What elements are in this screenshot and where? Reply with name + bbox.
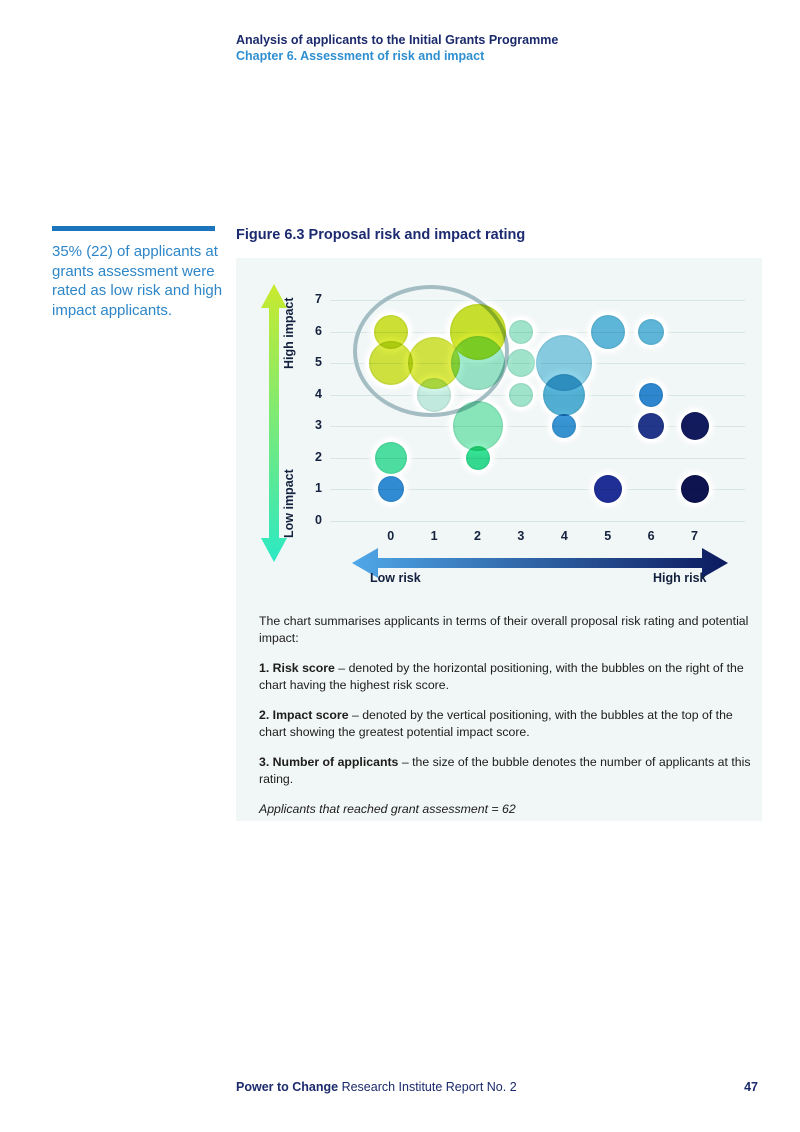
gridline <box>330 457 745 459</box>
x-tick-label: 2 <box>474 529 481 543</box>
description-item: 2. Impact score – denoted by the vertica… <box>259 708 733 739</box>
highlight-ellipse <box>353 285 510 418</box>
gridline <box>330 300 745 301</box>
impact-axis-arrow-icon <box>260 282 288 564</box>
gridline <box>330 520 745 522</box>
bubble <box>373 314 408 349</box>
gridline <box>330 426 745 427</box>
bubble <box>374 441 407 474</box>
bubble <box>465 445 490 470</box>
x-axis-label-high-risk: High risk <box>653 571 707 585</box>
x-tick-label: 1 <box>430 529 438 543</box>
bubble <box>590 314 625 349</box>
x-tick-label: 5 <box>604 529 612 543</box>
bubble <box>638 413 665 439</box>
y-tick-label: 7 <box>315 292 322 306</box>
bubble <box>639 382 664 407</box>
bubble <box>552 414 577 438</box>
description-item: 3. Number of applicants – the size of th… <box>259 755 751 786</box>
bubble-halo <box>635 315 668 348</box>
footer-brand: Power to Change <box>236 1080 339 1094</box>
footer-report-name: Research Institute Report No. 2 <box>338 1080 517 1094</box>
bubble <box>680 412 709 440</box>
page-header: Analysis of applicants to the Initial Gr… <box>236 33 558 64</box>
x-tick-label: 7 <box>691 529 698 543</box>
bubble-halo <box>677 472 712 506</box>
figure-description: The chart summarises applicants in terms… <box>259 613 757 818</box>
chapter-subtitle: Chapter 6. Assessment of risk and impact <box>236 48 485 63</box>
bubble <box>508 382 533 407</box>
footer-text: Power to Change Research Institute Repor… <box>236 1080 517 1094</box>
page-number: 47 <box>744 1080 758 1094</box>
y-tick-label: 6 <box>315 323 322 338</box>
risk-arrow-icon <box>352 548 728 578</box>
description-intro: The chart summarises applicants in terms… <box>259 614 749 645</box>
y-tick-label: 3 <box>315 418 322 432</box>
description-footnote: Applicants that reached grant assessment… <box>259 802 516 816</box>
bubble-halo <box>590 472 625 506</box>
y-tick-label: 1 <box>315 481 322 495</box>
bubble <box>508 319 533 344</box>
gridline <box>330 331 745 333</box>
y-tick-label: 5 <box>315 355 322 369</box>
callout-accent-bar <box>52 226 215 231</box>
bubble-halo <box>505 316 536 347</box>
callout-text: 35% (22) of applicants at grants assessm… <box>52 243 223 319</box>
bubble <box>417 377 452 412</box>
bubble-halo <box>374 473 407 505</box>
pull-quote-callout: 35% (22) of applicants at grants assessm… <box>52 226 247 320</box>
gridline <box>330 394 745 396</box>
x-tick-label: 3 <box>517 529 525 543</box>
y-tick-label: 0 <box>315 512 322 527</box>
bubble <box>680 475 709 503</box>
bubble <box>638 318 665 345</box>
x-tick-label: 6 <box>647 529 655 543</box>
bubble <box>506 349 535 377</box>
impact-arrow-icon <box>261 284 287 562</box>
y-tick-label: 4 <box>315 386 322 401</box>
description-item: 1. Risk score – denoted by the horizonta… <box>259 661 744 692</box>
y-axis-label-low-impact: Low impact <box>282 469 296 539</box>
gridline <box>330 489 745 490</box>
bubble <box>377 476 404 502</box>
bubble-halo <box>505 379 536 410</box>
figure-panel: High impact Low impact Low risk High ris… <box>236 258 762 821</box>
x-axis-label-low-risk: Low risk <box>370 571 421 585</box>
risk-axis-arrow-icon <box>350 546 730 580</box>
bubble-halo <box>636 379 667 410</box>
bubble-halo <box>677 409 712 443</box>
page-footer: Power to Change Research Institute Repor… <box>236 1080 758 1094</box>
description-items: 1. Risk score – denoted by the horizonta… <box>259 660 757 788</box>
bubble <box>543 373 586 416</box>
bubble-chart: High impact Low impact Low risk High ris… <box>236 258 762 821</box>
bubble <box>593 475 622 503</box>
bubble <box>452 401 503 451</box>
x-tick-label: 0 <box>387 529 395 543</box>
x-tick-label: 4 <box>560 529 568 543</box>
figure-title: Figure 6.3 Proposal risk and impact rati… <box>236 227 526 243</box>
document-title: Analysis of applicants to the Initial Gr… <box>236 33 559 47</box>
bubble-halo <box>587 311 628 352</box>
y-tick-label: 2 <box>315 449 322 464</box>
bubble-halo <box>635 410 668 442</box>
